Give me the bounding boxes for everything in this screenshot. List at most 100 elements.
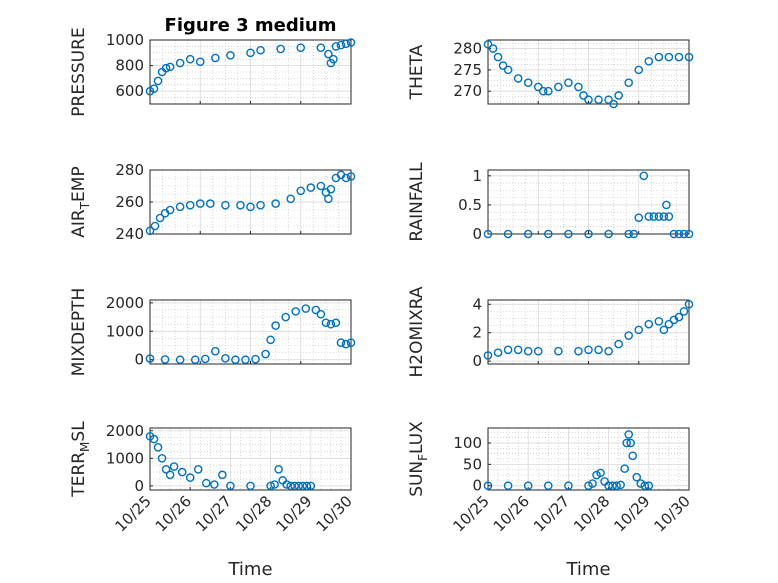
y-tick-label: 4 bbox=[472, 295, 482, 313]
major-grid bbox=[488, 170, 689, 235]
data-point bbox=[286, 481, 296, 491]
data-point bbox=[523, 481, 533, 491]
data-point bbox=[278, 476, 287, 485]
data-point bbox=[145, 354, 155, 363]
data-point bbox=[684, 299, 694, 309]
data-point bbox=[149, 434, 159, 444]
data-point bbox=[157, 454, 167, 463]
data-point bbox=[286, 194, 296, 204]
series-markers bbox=[145, 431, 316, 491]
data-point bbox=[316, 309, 326, 319]
data-point bbox=[624, 430, 634, 439]
data-point bbox=[324, 49, 333, 59]
data-point bbox=[664, 319, 674, 329]
series-markers bbox=[483, 299, 694, 360]
data-point bbox=[654, 317, 664, 326]
data-point bbox=[622, 438, 631, 448]
data-point bbox=[662, 200, 671, 210]
data-point bbox=[624, 331, 634, 340]
y-tick-label: 2000 bbox=[106, 294, 144, 312]
data-point bbox=[624, 229, 634, 239]
y-tick-label: 800 bbox=[115, 57, 144, 75]
data-point bbox=[626, 438, 636, 448]
data-point bbox=[336, 40, 346, 50]
data-point bbox=[684, 229, 694, 239]
data-point bbox=[628, 451, 638, 461]
data-point bbox=[584, 229, 593, 239]
data-point bbox=[669, 229, 679, 239]
data-point bbox=[574, 82, 583, 92]
data-point bbox=[483, 229, 493, 239]
y-axis-label: AIRTEMP bbox=[69, 166, 92, 237]
y-axis-label: SUNFLUX bbox=[407, 421, 430, 497]
series-markers bbox=[483, 39, 694, 109]
subplot-h2omixra: 0 2 4 H2OMIXRA bbox=[407, 286, 694, 378]
data-point bbox=[654, 212, 664, 221]
data-point bbox=[493, 52, 503, 62]
data-point bbox=[321, 318, 331, 328]
data-point bbox=[614, 91, 623, 100]
data-point bbox=[616, 480, 625, 490]
data-point bbox=[150, 221, 160, 231]
data-point bbox=[266, 481, 275, 491]
x-tick-label: 10/29 bbox=[610, 492, 653, 535]
data-point bbox=[326, 184, 336, 194]
series-markers bbox=[145, 38, 356, 96]
x-axis-label: Time bbox=[565, 559, 610, 580]
x-tick-label: 10/27 bbox=[192, 492, 235, 535]
y-tick-label: 1000 bbox=[106, 449, 144, 467]
data-point bbox=[564, 481, 573, 491]
data-point bbox=[684, 52, 694, 62]
data-point bbox=[200, 354, 210, 364]
data-point bbox=[261, 349, 270, 359]
data-point bbox=[306, 481, 316, 491]
data-point bbox=[594, 95, 603, 105]
data-point bbox=[246, 202, 255, 212]
y-tick-label: 600 bbox=[115, 82, 144, 100]
x-tick-label: 10/29 bbox=[272, 492, 315, 535]
major-grid bbox=[150, 169, 351, 235]
data-point bbox=[256, 200, 265, 210]
data-point bbox=[584, 95, 593, 105]
data-point bbox=[664, 52, 674, 62]
data-point bbox=[664, 212, 674, 221]
chart-title: Figure 3 medium bbox=[165, 15, 337, 36]
subplot-air_temp: 240 260 280 AIRTEMP bbox=[69, 161, 356, 243]
data-point bbox=[679, 307, 689, 316]
data-point bbox=[270, 480, 279, 489]
y-axis-label: PRESSURE bbox=[69, 27, 89, 116]
data-point bbox=[564, 78, 573, 87]
data-point bbox=[579, 91, 588, 100]
y-tick-label: 0 bbox=[134, 351, 144, 369]
data-point bbox=[205, 199, 215, 208]
data-point bbox=[503, 229, 513, 239]
data-point bbox=[195, 57, 205, 67]
series-markers bbox=[483, 171, 694, 239]
data-point bbox=[564, 229, 573, 239]
data-point bbox=[210, 480, 219, 489]
data-point bbox=[600, 477, 609, 486]
data-point bbox=[498, 61, 508, 70]
data-point bbox=[659, 212, 669, 221]
data-point bbox=[483, 351, 493, 360]
series-markers bbox=[483, 430, 654, 491]
data-point bbox=[165, 470, 175, 480]
data-point bbox=[301, 304, 311, 313]
data-point bbox=[281, 312, 290, 322]
data-point bbox=[523, 78, 533, 87]
data-point bbox=[274, 465, 283, 474]
data-point bbox=[513, 345, 523, 355]
y-tick-label: 100 bbox=[453, 434, 482, 452]
data-point bbox=[674, 229, 684, 239]
data-point bbox=[620, 464, 629, 473]
y-tick-label: 1000 bbox=[106, 322, 144, 340]
data-point bbox=[221, 200, 230, 210]
data-point bbox=[241, 355, 250, 365]
y-tick-label: 0 bbox=[472, 477, 482, 495]
x-tick-label: 10/26 bbox=[490, 492, 533, 535]
data-point bbox=[331, 42, 341, 51]
data-point bbox=[160, 355, 170, 364]
minor-grid bbox=[488, 428, 689, 490]
